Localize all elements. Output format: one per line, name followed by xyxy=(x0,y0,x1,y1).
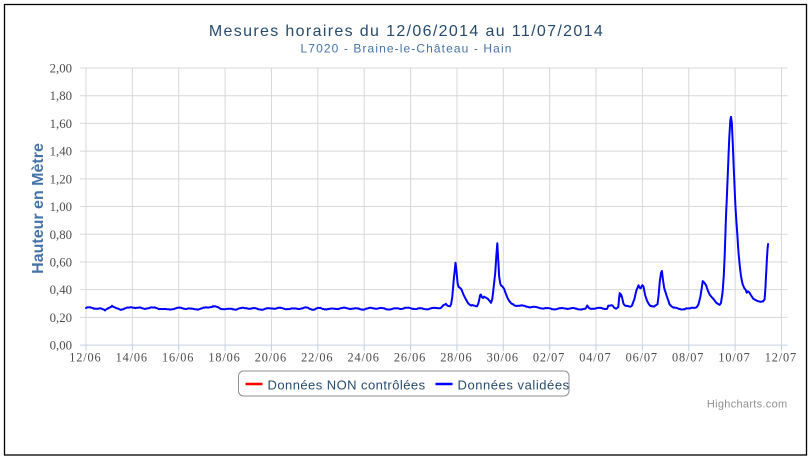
svg-text:08/07: 08/07 xyxy=(672,350,704,364)
svg-text:1,60: 1,60 xyxy=(50,117,72,131)
svg-text:12/06: 12/06 xyxy=(69,350,101,364)
svg-text:10/07: 10/07 xyxy=(718,350,750,364)
svg-text:24/06: 24/06 xyxy=(347,350,379,364)
svg-text:12/07: 12/07 xyxy=(765,350,797,364)
svg-text:02/07: 02/07 xyxy=(533,350,565,364)
svg-text:0,00: 0,00 xyxy=(50,339,72,353)
svg-text:18/06: 18/06 xyxy=(208,350,240,364)
svg-text:L7020 - Braine-le-Château - Ha: L7020 - Braine-le-Château - Hain xyxy=(301,41,513,55)
svg-text:0,40: 0,40 xyxy=(50,283,72,297)
svg-text:1,80: 1,80 xyxy=(50,89,72,103)
svg-text:06/07: 06/07 xyxy=(626,350,658,364)
svg-text:2,00: 2,00 xyxy=(50,62,72,76)
svg-text:Données validées: Données validées xyxy=(458,378,570,393)
svg-text:0,80: 0,80 xyxy=(50,228,72,242)
svg-text:30/06: 30/06 xyxy=(487,350,519,364)
svg-text:Highcharts.com: Highcharts.com xyxy=(707,398,788,410)
svg-text:Données NON contrôlées: Données NON contrôlées xyxy=(268,378,426,393)
svg-text:20/06: 20/06 xyxy=(255,350,287,364)
svg-text:0,20: 0,20 xyxy=(50,311,72,325)
svg-text:28/06: 28/06 xyxy=(440,350,472,364)
svg-text:1,20: 1,20 xyxy=(50,172,72,186)
svg-text:22/06: 22/06 xyxy=(301,350,333,364)
svg-text:26/06: 26/06 xyxy=(394,350,426,364)
svg-text:04/07: 04/07 xyxy=(579,350,611,364)
svg-text:1,00: 1,00 xyxy=(50,200,72,214)
svg-text:0,60: 0,60 xyxy=(50,256,72,270)
svg-text:14/06: 14/06 xyxy=(116,350,148,364)
svg-text:Hauteur en Mètre: Hauteur en Mètre xyxy=(30,143,47,274)
svg-text:16/06: 16/06 xyxy=(162,350,194,364)
svg-text:Mesures horaires du 12/06/2014: Mesures horaires du 12/06/2014 au 11/07/… xyxy=(209,23,604,40)
svg-text:1,40: 1,40 xyxy=(50,145,72,159)
